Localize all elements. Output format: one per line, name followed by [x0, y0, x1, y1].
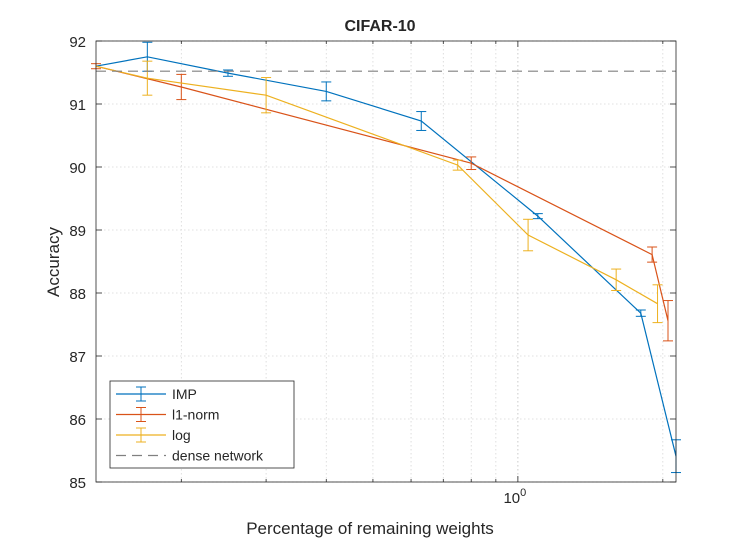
legend-item-dense-network: dense network: [116, 448, 264, 464]
y-tick-label: 92: [69, 34, 86, 51]
y-tick-label: 85: [69, 475, 86, 492]
legend-box: [109, 380, 295, 469]
legend: IMP l1-norm log dense network: [109, 380, 295, 469]
y-axis-label: Accuracy: [44, 227, 63, 297]
y-tick-label: 87: [69, 349, 86, 366]
x-axis-label: Percentage of remaining weights: [246, 519, 494, 538]
legend-label: IMP: [172, 386, 197, 402]
series-layer: [91, 41, 681, 474]
y-tick-label: 89: [69, 223, 86, 240]
legend-item-l1-norm: l1-norm: [116, 407, 219, 423]
legend-label: l1-norm: [172, 407, 219, 423]
ticks: 85 86 87 88 89 90 91 92 100: [69, 34, 676, 507]
y-tick-label: 90: [69, 160, 86, 177]
legend-item-log: log: [116, 427, 191, 443]
y-tick-label: 88: [69, 286, 86, 303]
legend-item-imp: IMP: [116, 386, 197, 402]
x-tick-label: 100: [503, 487, 526, 507]
y-tick-label: 86: [69, 412, 86, 429]
chart-title: CIFAR-10: [344, 18, 415, 35]
series-imp: [95, 41, 681, 474]
legend-label: dense network: [172, 448, 264, 464]
series-log: [95, 60, 663, 324]
legend-label: log: [172, 427, 191, 443]
axes-box: [95, 40, 677, 483]
series-line-imp: [95, 56, 677, 457]
y-tick-label: 91: [69, 97, 86, 114]
